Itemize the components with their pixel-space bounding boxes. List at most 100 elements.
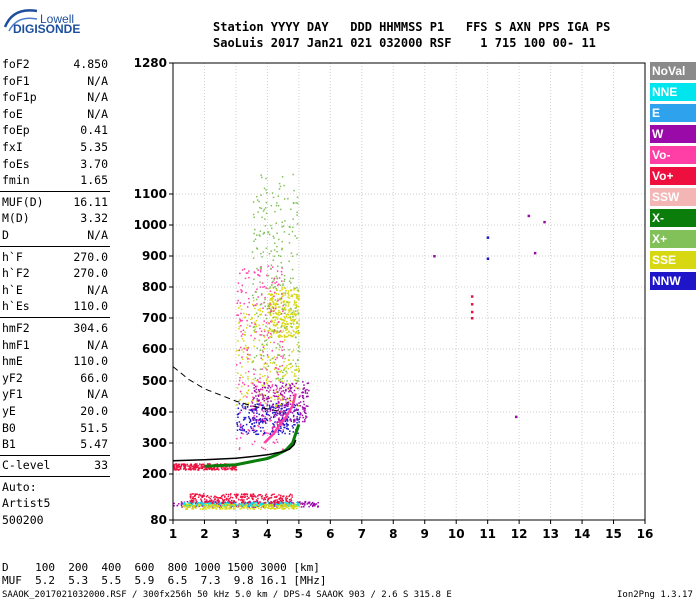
echo-point bbox=[279, 365, 281, 368]
echo-point bbox=[272, 422, 274, 425]
echo-point bbox=[174, 463, 177, 465]
echo-point bbox=[221, 494, 224, 497]
echo-point bbox=[305, 405, 308, 407]
echo-point bbox=[194, 504, 196, 506]
echo-point bbox=[246, 396, 248, 398]
echo-point bbox=[292, 322, 294, 324]
echo-point bbox=[255, 408, 257, 410]
echo-point bbox=[252, 398, 254, 401]
echo-point bbox=[242, 503, 244, 505]
echo-point bbox=[199, 501, 202, 504]
echo-point bbox=[275, 325, 277, 327]
echo-point bbox=[200, 498, 202, 500]
echo-point bbox=[290, 390, 292, 393]
echo-point bbox=[290, 500, 293, 502]
echo-point bbox=[291, 494, 293, 496]
echo-point bbox=[267, 376, 269, 378]
echo-point bbox=[290, 290, 292, 292]
echo-point bbox=[266, 369, 268, 371]
echo-point bbox=[265, 287, 267, 289]
echo-point bbox=[288, 499, 291, 501]
echo-point bbox=[297, 346, 300, 348]
echo-point bbox=[302, 416, 304, 419]
echo-point bbox=[261, 408, 263, 410]
echo-point bbox=[281, 498, 284, 500]
echo-point bbox=[243, 302, 245, 305]
echo-point bbox=[281, 364, 284, 367]
echo-point bbox=[238, 421, 241, 423]
echo-point bbox=[294, 369, 296, 371]
echo-point bbox=[272, 505, 274, 507]
echo-point bbox=[307, 395, 309, 398]
echo-point bbox=[259, 373, 261, 376]
echo-point bbox=[296, 305, 299, 307]
echo-point bbox=[248, 430, 251, 432]
echo-point bbox=[272, 391, 275, 394]
echo-point bbox=[289, 400, 291, 403]
echo-point bbox=[251, 411, 254, 413]
echo-point bbox=[302, 397, 305, 400]
param-value: 20.0 bbox=[80, 404, 108, 418]
echo-point bbox=[284, 323, 287, 326]
echo-point bbox=[194, 495, 196, 497]
echo-point bbox=[299, 412, 302, 414]
echo-point bbox=[268, 293, 270, 295]
echo-point bbox=[251, 251, 254, 253]
echo-point bbox=[278, 501, 280, 504]
echo-point bbox=[255, 496, 257, 498]
footer-distance-row: D 100 200 400 600 800 1000 1500 3000 [km… bbox=[2, 561, 320, 574]
echo-point bbox=[210, 505, 212, 508]
echo-point bbox=[232, 502, 234, 504]
echo-point bbox=[245, 272, 248, 274]
echo-point bbox=[295, 305, 298, 308]
echo-point bbox=[243, 429, 246, 432]
echo-point bbox=[237, 416, 239, 419]
echo-point bbox=[282, 283, 284, 285]
echo-point bbox=[200, 504, 202, 507]
echo-point bbox=[272, 312, 275, 315]
echo-point bbox=[283, 396, 286, 398]
echo-point bbox=[293, 385, 296, 388]
param-value: 3.32 bbox=[80, 211, 108, 226]
param-name: foEp bbox=[2, 123, 30, 138]
echo-point bbox=[266, 334, 269, 336]
echo-point bbox=[248, 301, 250, 304]
echo-point bbox=[217, 502, 220, 505]
echo-point bbox=[308, 505, 310, 508]
echo-point bbox=[258, 339, 261, 342]
echo-point bbox=[307, 405, 309, 408]
echo-point bbox=[254, 271, 256, 274]
echo-point bbox=[267, 395, 269, 398]
echo-point bbox=[225, 507, 227, 510]
echo-point bbox=[294, 235, 296, 237]
echo-point bbox=[265, 504, 268, 507]
echo-point bbox=[249, 358, 251, 360]
echo-point bbox=[298, 345, 301, 347]
echo-point bbox=[176, 504, 179, 507]
echo-point bbox=[284, 308, 286, 311]
echo-point bbox=[236, 422, 238, 424]
echo-point bbox=[238, 379, 241, 382]
echo-point bbox=[287, 305, 290, 307]
echo-point bbox=[257, 296, 259, 298]
echo-point bbox=[281, 331, 283, 334]
echo-point bbox=[264, 417, 266, 420]
echo-point bbox=[291, 313, 294, 316]
echo-point bbox=[230, 505, 232, 507]
echo-point bbox=[299, 395, 301, 397]
echo-point bbox=[241, 428, 244, 430]
echo-point bbox=[295, 297, 298, 299]
echo-point bbox=[263, 419, 266, 422]
echo-point bbox=[256, 415, 258, 418]
echo-point bbox=[287, 309, 290, 311]
echo-point bbox=[264, 394, 267, 397]
echo-point bbox=[312, 504, 314, 507]
echo-point bbox=[301, 406, 304, 408]
param-name: yF2 bbox=[2, 370, 23, 385]
echo-point bbox=[209, 501, 211, 503]
echo-point bbox=[199, 508, 202, 510]
echo-point bbox=[198, 502, 200, 504]
echo-point bbox=[244, 505, 247, 507]
echo-point bbox=[291, 230, 294, 233]
echo-point bbox=[258, 275, 261, 277]
